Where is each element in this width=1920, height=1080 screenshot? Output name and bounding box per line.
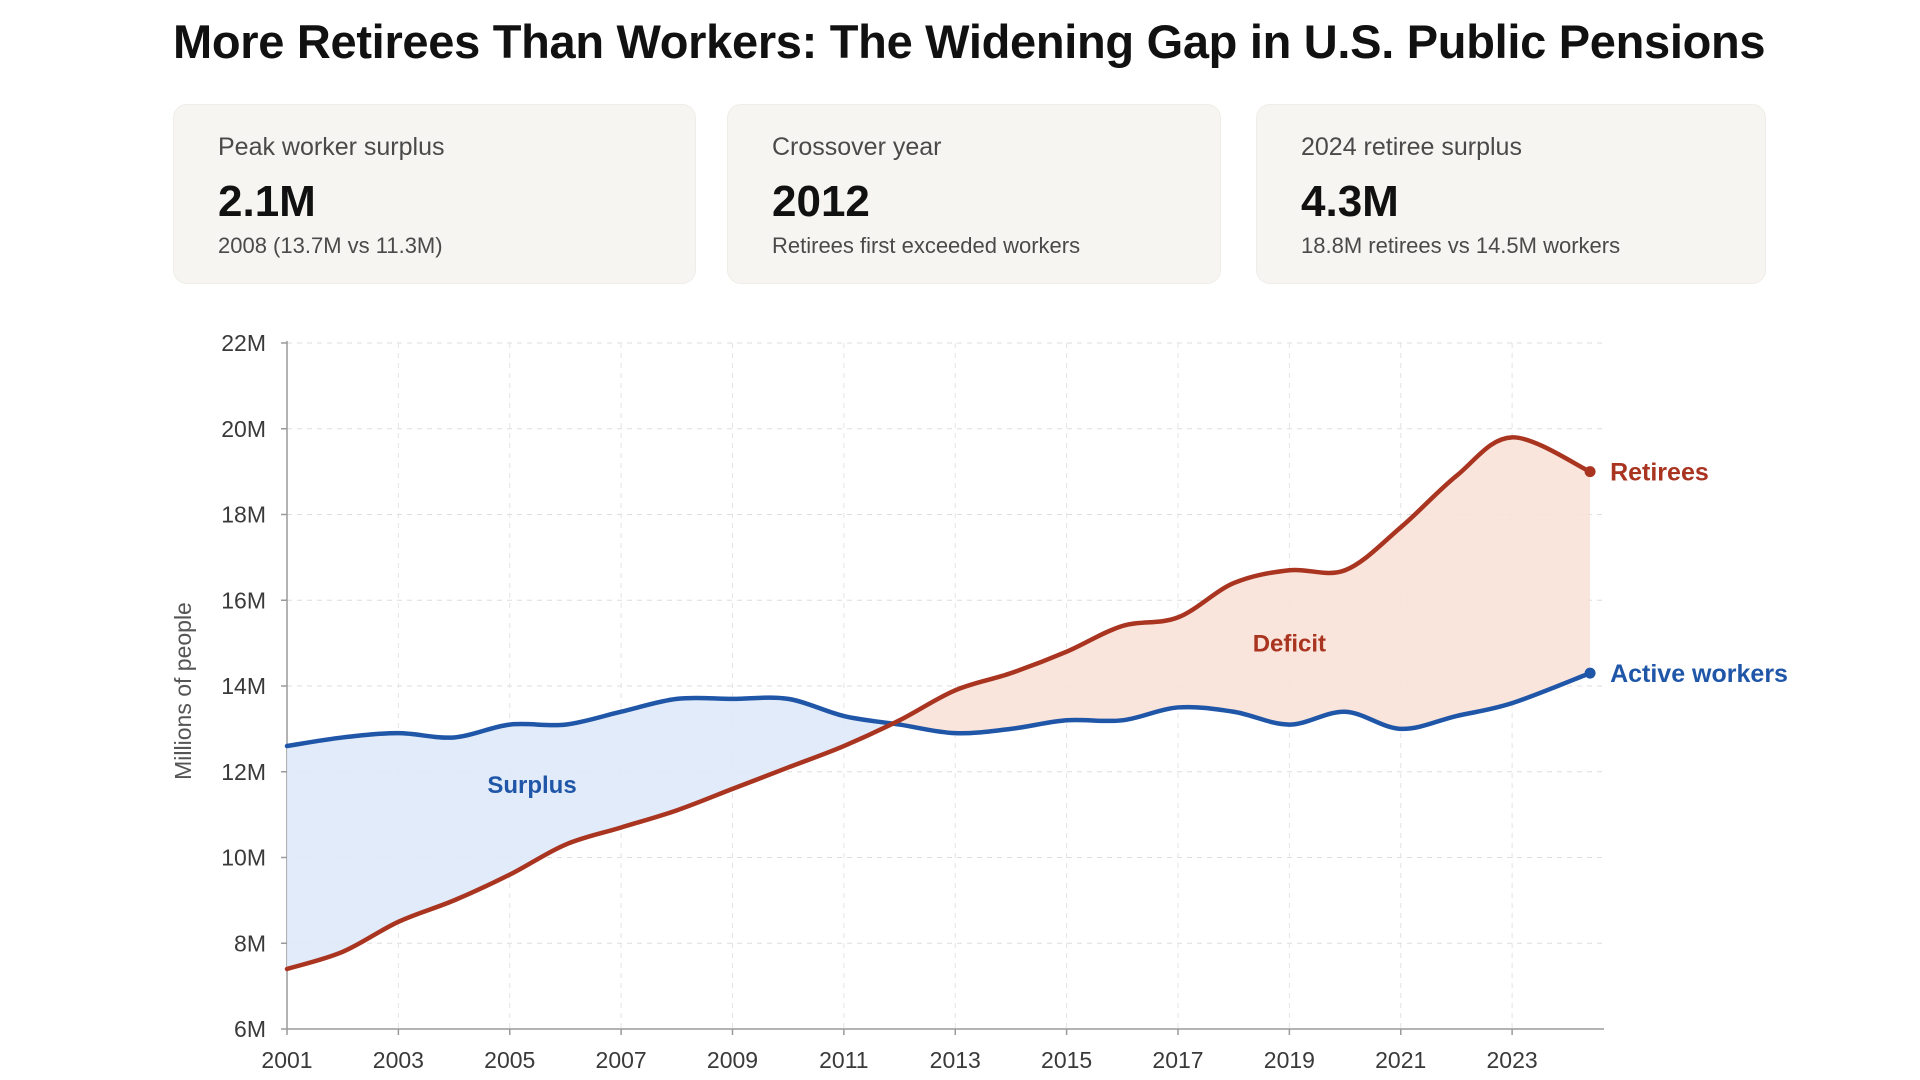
end-marker-active-workers <box>1584 667 1596 679</box>
deficit-area <box>892 437 1591 734</box>
y-tick-label: 14M <box>221 673 266 699</box>
card-note: 18.8M retirees vs 14.5M workers <box>1301 233 1621 258</box>
card-label: Crossover year <box>772 133 942 161</box>
summary-cards: Peak worker surplus 2.1M 2008 (13.7M vs … <box>0 0 1920 300</box>
summary-card-crossover-year: Crossover year 2012 Retirees first excee… <box>727 104 1221 284</box>
series-label-active-workers: Active workers <box>1610 660 1788 688</box>
y-tick-label: 8M <box>234 930 266 956</box>
x-tick-label: 2015 <box>1041 1047 1092 1073</box>
x-tick-label: 2017 <box>1152 1047 1203 1073</box>
y-tick-label: 20M <box>221 416 266 442</box>
x-tick-label: 2021 <box>1375 1047 1426 1073</box>
x-tick-label: 2013 <box>930 1047 981 1073</box>
surplus-area <box>287 697 893 969</box>
x-tick-label: 2007 <box>596 1047 647 1073</box>
x-tick-label: 2009 <box>707 1047 758 1073</box>
x-tick-label: 2001 <box>261 1047 312 1073</box>
x-tick-label: 2023 <box>1487 1047 1538 1073</box>
card-value: 4.3M <box>1301 177 1399 226</box>
x-tick-label: 2003 <box>373 1047 424 1073</box>
card-note: Retirees first exceeded workers <box>772 233 1081 258</box>
y-tick-label: 6M <box>234 1016 266 1042</box>
y-tick-label: 10M <box>221 845 266 871</box>
end-marker-retirees <box>1584 466 1596 478</box>
summary-card-peak-surplus: Peak worker surplus 2.1M 2008 (13.7M vs … <box>173 104 696 284</box>
annotation-deficit: Deficit <box>1253 631 1326 658</box>
card-value: 2.1M <box>218 177 316 226</box>
y-tick-label: 16M <box>221 587 266 613</box>
x-tick-label: 2011 <box>819 1047 868 1073</box>
card-note: 2008 (13.7M vs 11.3M) <box>218 233 443 258</box>
annotation-surplus: Surplus <box>487 772 576 799</box>
y-axis-label: Millions of people <box>170 602 196 780</box>
y-tick-label: 12M <box>221 759 266 785</box>
series-line-active-workers <box>284 670 1593 749</box>
y-tick-label: 22M <box>221 330 266 356</box>
card-label: Peak worker surplus <box>218 133 445 161</box>
series-label-retirees: Retirees <box>1610 459 1709 487</box>
x-tick-label: 2005 <box>484 1047 535 1073</box>
summary-card-retiree-surplus: 2024 retiree surplus 4.3M 18.8M retirees… <box>1256 104 1766 284</box>
card-label: 2024 retiree surplus <box>1301 133 1522 161</box>
chart-title: More Retirees Than Workers: The Widening… <box>173 15 1766 68</box>
y-tick-label: 18M <box>221 502 266 528</box>
x-tick-label: 2019 <box>1264 1047 1315 1073</box>
series-line-retirees <box>284 435 1593 972</box>
card-value: 2012 <box>772 177 870 226</box>
